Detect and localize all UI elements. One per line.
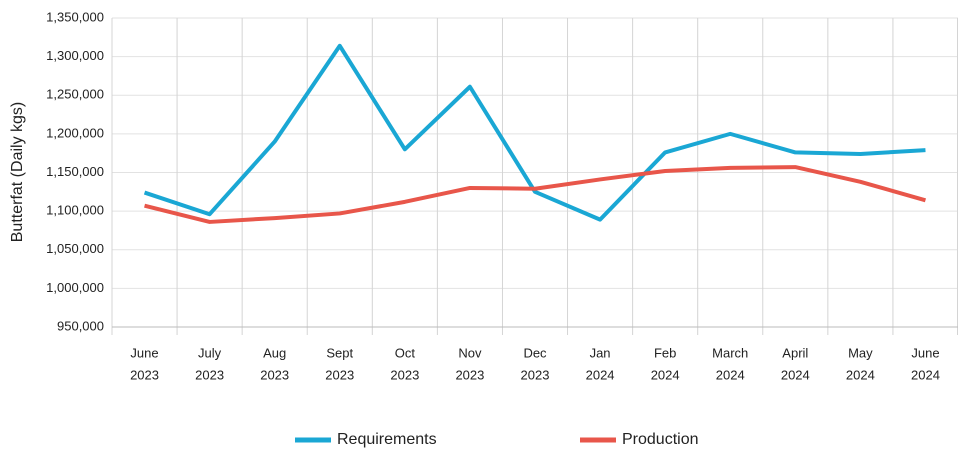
x-tick-label: Jan (590, 345, 611, 360)
x-tick-label: Feb (654, 345, 676, 360)
x-tick-label: 2024 (846, 367, 875, 382)
x-tick-label: 2024 (651, 367, 680, 382)
x-tick-label: May (848, 345, 873, 360)
y-tick-label: 1,050,000 (46, 241, 104, 256)
x-tick-label: 2024 (716, 367, 745, 382)
x-tick-label: June (911, 345, 939, 360)
x-tick-label: Aug (263, 345, 286, 360)
x-tick-label: March (712, 345, 748, 360)
x-tick-label: 2023 (390, 367, 419, 382)
legend-label: Requirements (337, 431, 437, 448)
y-tick-label: 1,100,000 (46, 203, 104, 218)
x-tick-label: Nov (458, 345, 482, 360)
x-tick-label: Sept (326, 345, 353, 360)
y-axis-label: Butterfat (Daily kgs) (9, 102, 26, 242)
y-tick-label: 1,000,000 (46, 280, 104, 295)
x-tick-label: 2024 (911, 367, 940, 382)
x-tick-label: July (198, 345, 222, 360)
x-tick-label: 2023 (195, 367, 224, 382)
legend-label: Production (622, 431, 699, 448)
x-tick-label: 2024 (586, 367, 615, 382)
x-tick-label: June (130, 345, 158, 360)
y-tick-label: 1,150,000 (46, 164, 104, 179)
y-tick-label: 1,200,000 (46, 125, 104, 140)
x-tick-label: 2023 (455, 367, 484, 382)
x-tick-label: 2023 (130, 367, 159, 382)
y-tick-label: 1,350,000 (46, 9, 104, 24)
y-tick-label: 1,250,000 (46, 87, 104, 102)
x-tick-label: 2023 (325, 367, 354, 382)
y-tick-label: 1,300,000 (46, 48, 104, 63)
x-tick-label: 2024 (781, 367, 810, 382)
series-line (144, 165, 927, 224)
x-tick-label: Oct (395, 345, 416, 360)
x-tick-label: Dec (523, 345, 547, 360)
series-line (143, 43, 926, 222)
x-tick-label: April (782, 345, 808, 360)
x-tick-label: 2023 (521, 367, 550, 382)
y-tick-label: 950,000 (57, 318, 104, 333)
x-tick-label: 2023 (260, 367, 289, 382)
